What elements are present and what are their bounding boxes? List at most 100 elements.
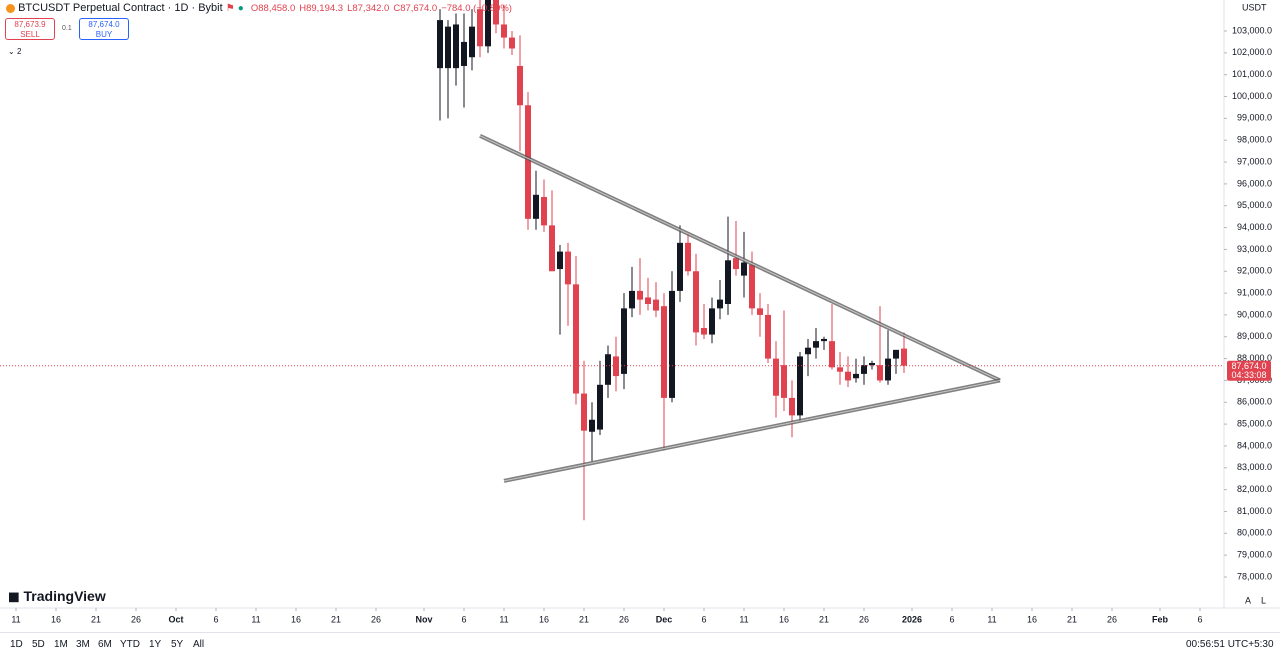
x-tick-label: Oct xyxy=(168,614,183,624)
candle-body xyxy=(837,367,843,372)
range-button[interactable]: 3M xyxy=(76,639,90,650)
auto-scale[interactable]: A xyxy=(1245,595,1251,605)
ohlc-values: O88,458.0 H89,194.3 L87,342.0 C87,674.0 −784… xyxy=(251,3,516,14)
ohlc-value: L87,342.0 xyxy=(347,3,390,14)
y-tick-label: 100,000.0 xyxy=(1232,91,1272,101)
candle-body xyxy=(677,242,683,291)
x-tick-label: 16 xyxy=(779,614,789,624)
y-tick-label: 92,000.0 xyxy=(1237,266,1272,276)
y-tick-label: 88,000.0 xyxy=(1237,353,1272,363)
sell-price: 87,673.9 xyxy=(14,20,46,29)
ohlc-value: O88,458.0 xyxy=(250,3,296,14)
range-button[interactable]: All xyxy=(193,639,205,650)
coin-icon xyxy=(6,3,15,13)
y-tick-label: 84,000.0 xyxy=(1237,440,1272,450)
candle-body xyxy=(797,356,803,416)
y-tick-label: 79,000.0 xyxy=(1237,550,1272,560)
x-tick-label: 26 xyxy=(371,614,381,624)
candle-body xyxy=(877,365,883,381)
y-tick-label: 82,000.0 xyxy=(1237,484,1272,494)
candle-body xyxy=(557,251,563,270)
x-tick-label: 16 xyxy=(291,614,301,624)
x-tick-label: Dec xyxy=(656,614,673,624)
last-price-label: 87,674.0 xyxy=(1231,361,1266,371)
y-tick-label: 81,000.0 xyxy=(1237,506,1272,516)
x-tick-label: 26 xyxy=(619,614,629,624)
candle-body xyxy=(629,290,635,309)
range-button[interactable]: 1M xyxy=(54,639,68,650)
x-tick-label: 6 xyxy=(213,614,218,624)
candle-body xyxy=(749,264,755,309)
candle-body xyxy=(597,384,603,430)
last-price-tag xyxy=(1227,360,1271,381)
y-tick-label: 90,000.0 xyxy=(1237,309,1272,319)
candle-body xyxy=(813,341,819,348)
range-button[interactable]: 6M xyxy=(98,639,112,650)
candle-body xyxy=(525,105,531,219)
brand: ◼ TradingView xyxy=(8,588,106,605)
candle-body xyxy=(437,20,443,69)
candle-body xyxy=(733,258,739,270)
currency: USDT xyxy=(1242,2,1267,12)
y-tick-label: 96,000.0 xyxy=(1237,178,1272,188)
symbol-title: BTCUSDT Perpetual Contract · 1D · Bybit xyxy=(18,2,223,14)
candle-body xyxy=(581,393,587,431)
candle-body xyxy=(741,262,747,276)
candle-body xyxy=(621,308,627,374)
x-tick-label: 26 xyxy=(1107,614,1117,624)
trendline-core xyxy=(479,135,1001,381)
buy-button[interactable]: 87,674.0 BUY xyxy=(79,18,129,40)
y-tick-label: 86,000.0 xyxy=(1237,397,1272,407)
sell-label: SELL xyxy=(20,30,40,39)
countdown: 04:33:08 xyxy=(1231,370,1266,380)
y-tick-label: 101,000.0 xyxy=(1232,69,1272,79)
candle-body xyxy=(805,347,811,355)
candle-body xyxy=(653,299,659,311)
y-tick-label: 89,000.0 xyxy=(1237,331,1272,341)
x-tick-label: 21 xyxy=(331,614,341,624)
flag: ⚑ xyxy=(225,3,235,14)
quantity: 0.1 xyxy=(62,25,72,32)
candle-body xyxy=(869,362,875,366)
y-tick-label: 83,000.0 xyxy=(1237,462,1272,472)
range-button[interactable]: 1Y xyxy=(149,639,162,650)
ohlc-value: H89,194.3 xyxy=(299,3,344,14)
x-tick-label: 21 xyxy=(91,614,101,624)
brand-logo: ◼ xyxy=(8,588,20,604)
candle-body xyxy=(549,225,555,272)
candle-body xyxy=(709,308,715,335)
x-tick-label: 16 xyxy=(539,614,549,624)
y-tick-label: 95,000.0 xyxy=(1237,200,1272,210)
x-tick-label: 11 xyxy=(987,614,996,624)
indicators-toggle[interactable]: ⌄ 2 xyxy=(8,47,22,56)
candle-body xyxy=(773,358,779,396)
range-button[interactable]: 1D xyxy=(10,639,23,650)
y-tick-label: 78,000.0 xyxy=(1237,571,1272,581)
y-tick-label: 80,000.0 xyxy=(1237,528,1272,538)
y-tick-label: 97,000.0 xyxy=(1237,156,1272,166)
range-button[interactable]: YTD xyxy=(120,639,140,650)
trendline-core xyxy=(503,379,1001,482)
candle-body xyxy=(517,65,523,106)
candle-body xyxy=(589,419,595,432)
candle-body xyxy=(605,354,611,385)
candle-body xyxy=(469,26,475,58)
y-tick-label: 98,000.0 xyxy=(1237,135,1272,145)
candle-body xyxy=(461,41,467,66)
candle-body xyxy=(861,365,867,374)
candle-body xyxy=(533,194,539,219)
candle-body xyxy=(477,9,483,47)
range-button[interactable]: 5Y xyxy=(171,639,184,650)
y-tick-label: 102,000.0 xyxy=(1232,47,1272,57)
sell-button[interactable]: 87,673.9 SELL xyxy=(5,18,55,40)
x-tick-label: 16 xyxy=(51,614,61,624)
candle-body xyxy=(893,349,899,359)
x-tick-label: 16 xyxy=(1027,614,1037,624)
log-scale[interactable]: L xyxy=(1261,595,1266,605)
candle-body xyxy=(765,314,771,359)
candle-body xyxy=(685,242,691,272)
range-button[interactable]: 5D xyxy=(32,639,45,650)
x-tick-label: 26 xyxy=(131,614,141,624)
candle-body xyxy=(701,328,707,335)
x-tick-label: 26 xyxy=(859,614,869,624)
